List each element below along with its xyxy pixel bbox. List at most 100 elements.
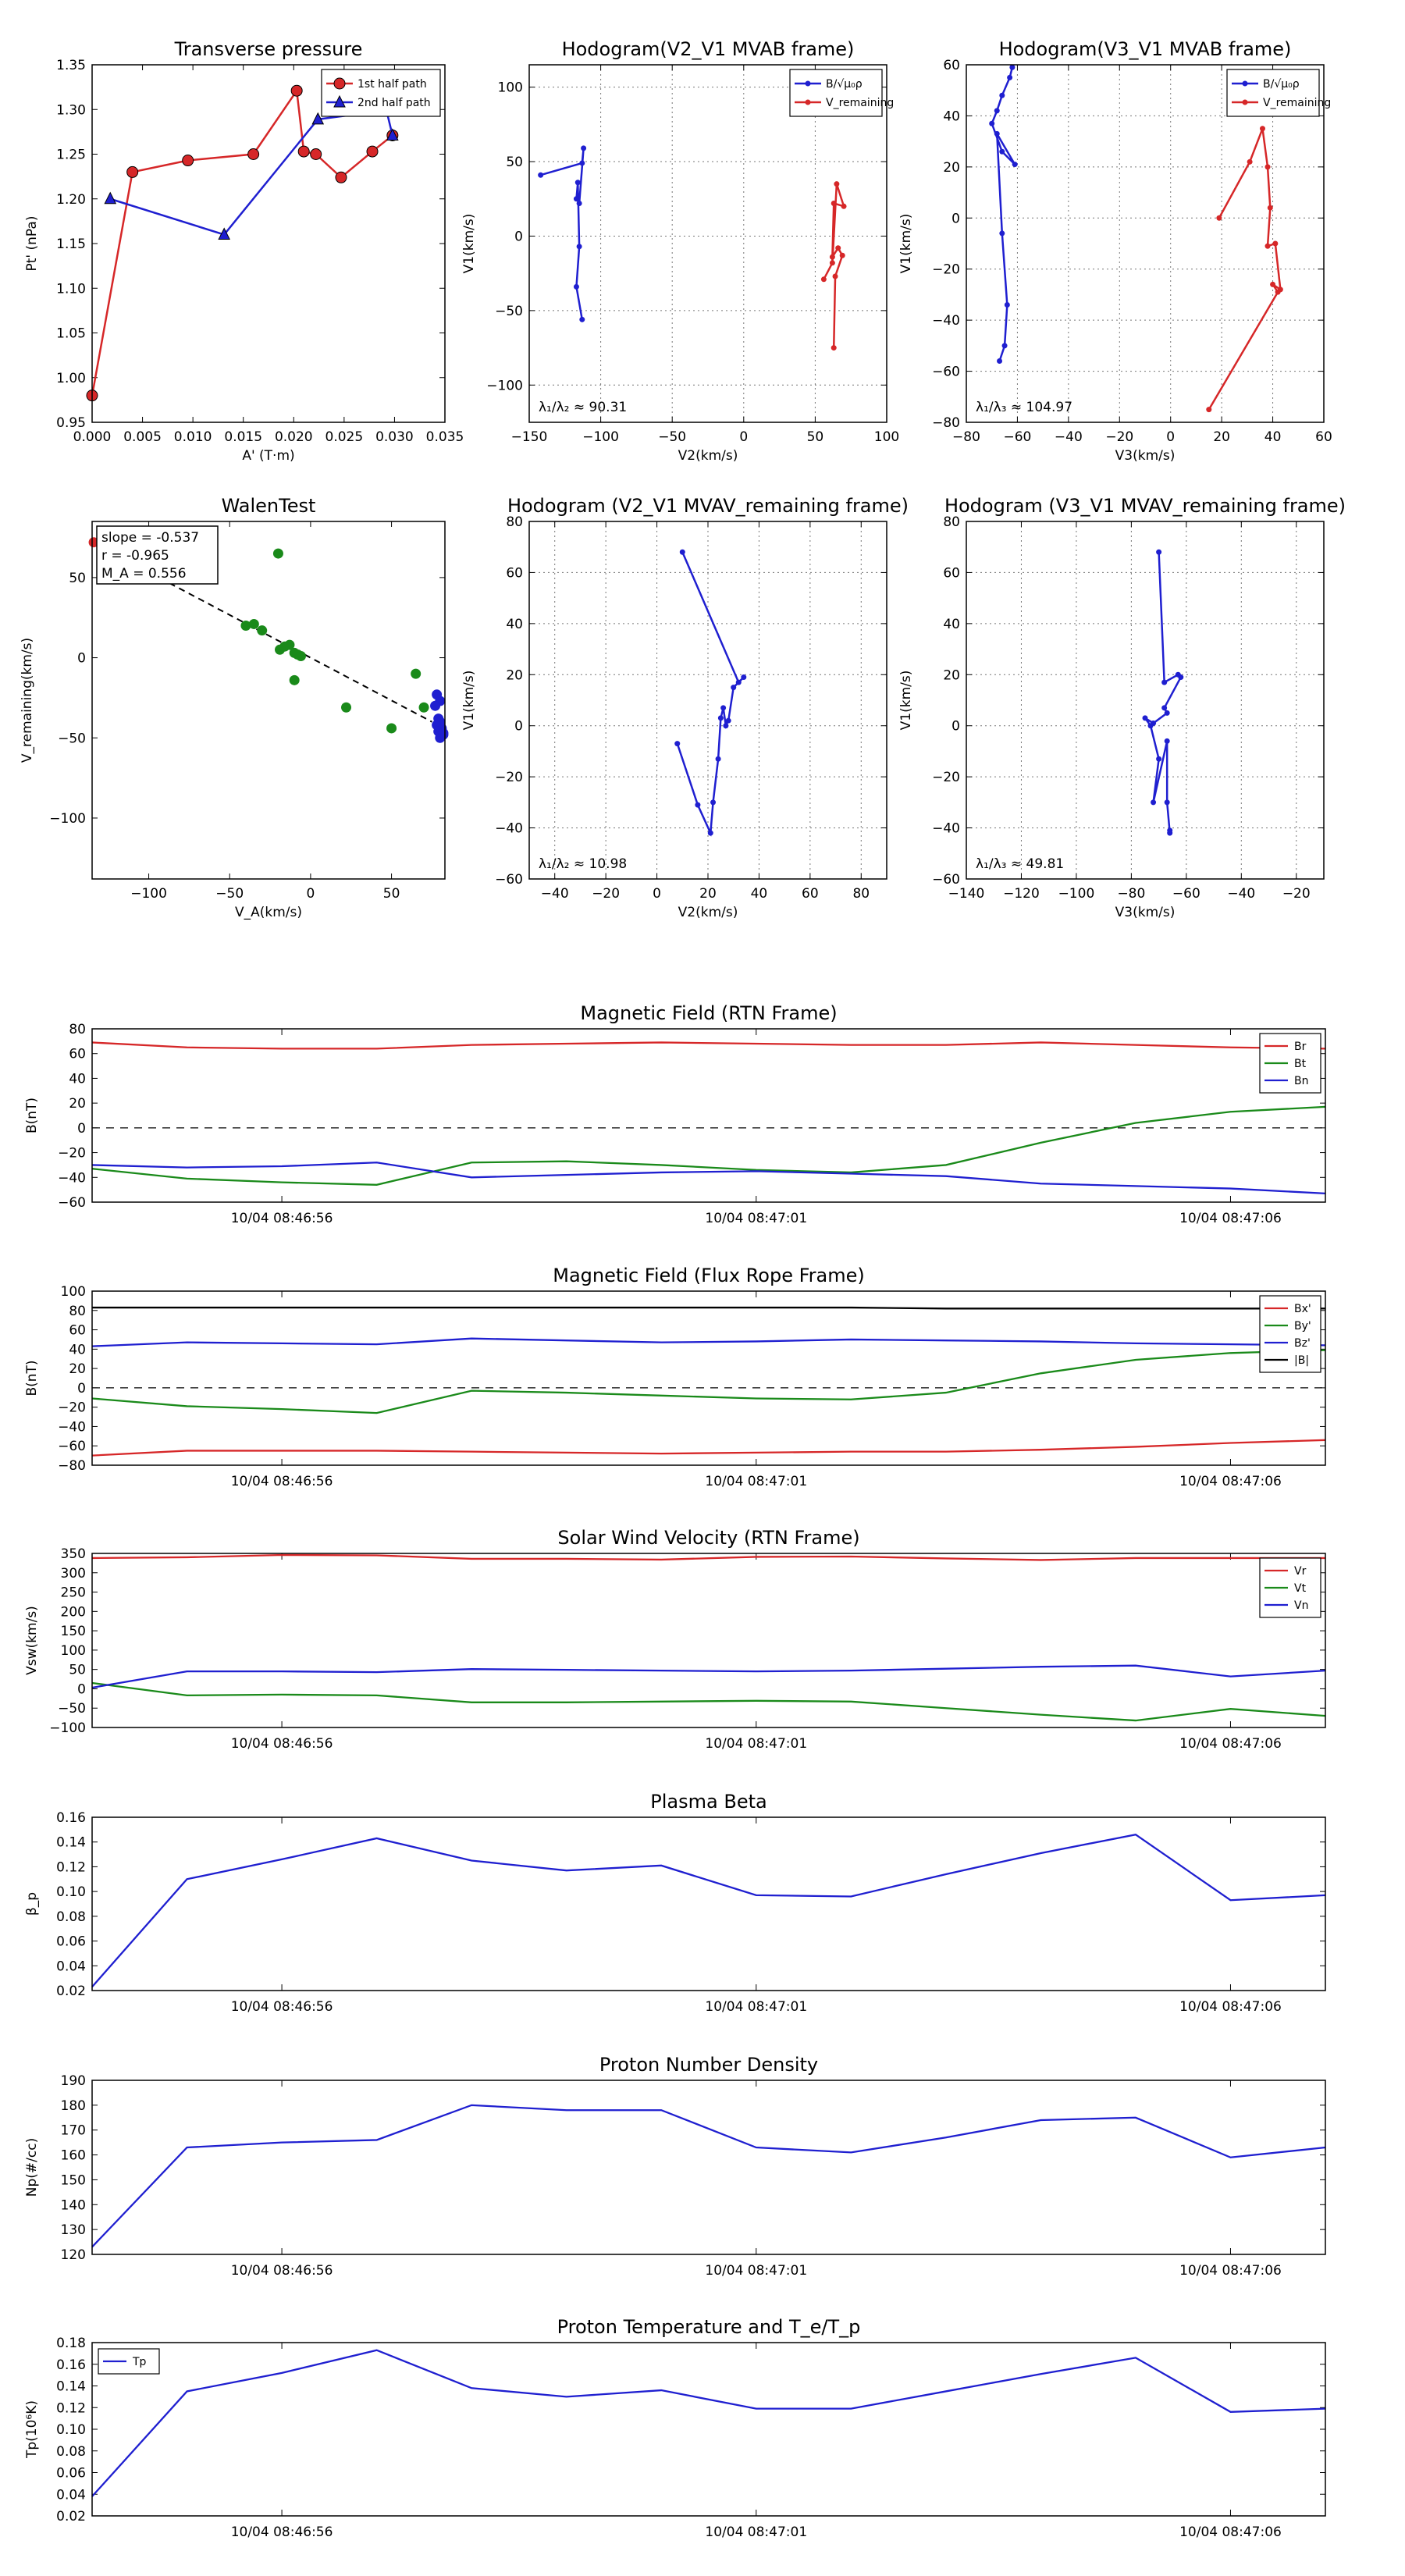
annotation-text: r = -0.965 <box>101 548 169 564</box>
y-tick-label: 1.00 <box>56 371 86 386</box>
x-tick-label: 0.030 <box>375 429 414 445</box>
plot-frame <box>966 64 1325 423</box>
x-tick-label: −50 <box>658 429 686 445</box>
chart-tp: Proton Temperature and T_e/T_p 0.02 0.04 0.… <box>24 2316 1326 2540</box>
data-point <box>1147 723 1154 729</box>
legend-label: 2nd half path <box>357 97 431 109</box>
legend-label: Br <box>1294 1041 1307 1053</box>
legend-marker <box>333 94 346 108</box>
plot-frame <box>91 521 446 880</box>
annotation-text: λ₁/λ₂ ≈ 10.98 <box>539 856 627 872</box>
y-tick-label: 50 <box>69 571 86 586</box>
annotation-text: λ₁/λ₂ ≈ 90.31 <box>539 400 627 415</box>
y-tick-label: 0.02 <box>56 2509 86 2524</box>
y-axis-label: B(nT) <box>24 1360 40 1396</box>
series <box>674 549 747 837</box>
chart-title: Proton Temperature and T_e/T_p <box>557 2316 861 2338</box>
legend-box <box>1226 69 1320 117</box>
chart-np: Proton Number Density 120 130 140 150 160 170 1… <box>24 2054 1326 2279</box>
y-tick-label: 0 <box>77 1681 86 1697</box>
series <box>86 84 399 402</box>
legend-box <box>321 69 441 117</box>
y-tick-label: −20 <box>58 1146 86 1162</box>
chart-title: Magnetic Field (Flux Rope Frame) <box>553 1265 864 1286</box>
y-tick-label: −20 <box>932 262 960 278</box>
y-tick-label: 0 <box>514 719 523 735</box>
data-point <box>741 674 747 681</box>
data-point <box>1206 407 1212 413</box>
data-point <box>411 668 422 679</box>
x-tick-label: 10/04 08:47:01 <box>705 1474 807 1489</box>
data-point <box>1259 126 1265 132</box>
y-axis-label: Vsw(km/s) <box>24 1606 40 1675</box>
data-point <box>1164 799 1170 806</box>
y-tick-label: −60 <box>495 872 523 888</box>
y-tick-label: 0 <box>951 719 960 735</box>
data-point <box>430 700 441 711</box>
legend: 1st half path 2nd half path <box>321 69 441 117</box>
data-point <box>735 679 742 685</box>
x-tick-label: 10/04 08:47:01 <box>705 1211 807 1226</box>
y-tick-label: 0.10 <box>56 2422 86 2438</box>
y-tick-label: 50 <box>69 1663 86 1678</box>
y-tick-label: 1.15 <box>56 237 86 252</box>
x-tick-label: 50 <box>383 886 400 902</box>
series <box>1142 549 1184 836</box>
data-point <box>720 705 727 711</box>
y-tick-label: 40 <box>506 617 523 632</box>
y-tick-label: −20 <box>495 770 523 785</box>
x-tick-label: −100 <box>1058 886 1095 902</box>
data-point <box>831 200 837 206</box>
y-tick-label: 40 <box>69 1342 86 1357</box>
x-tick-label: 10/04 08:47:06 <box>1179 1474 1282 1489</box>
y-tick-label: 0.06 <box>56 2466 86 2482</box>
y-tick-label: −40 <box>58 1419 86 1435</box>
data-point <box>290 84 303 97</box>
data-point <box>574 180 581 186</box>
series-line <box>91 2349 1326 2497</box>
legend-box <box>789 69 883 117</box>
series-line <box>109 109 394 236</box>
data-point <box>717 715 724 721</box>
data-point <box>1151 799 1157 806</box>
chart-title: Proton Number Density <box>599 2054 818 2076</box>
y-axis-label: V1(km/s) <box>461 671 477 731</box>
data-point <box>1161 705 1168 711</box>
x-axis-label: V3(km/s) <box>1115 448 1176 464</box>
chart-title: WalenTest <box>222 495 316 517</box>
x-tick-label: 10/04 08:46:56 <box>231 1999 333 2015</box>
y-tick-label: 0.95 <box>56 415 86 431</box>
x-tick-label: 10/04 08:47:01 <box>705 2263 807 2279</box>
x-tick-label: 10/04 08:46:56 <box>231 2263 333 2279</box>
y-tick-label: −20 <box>58 1400 86 1416</box>
data-point <box>1270 281 1276 287</box>
x-tick-label: 0.010 <box>174 429 212 445</box>
x-tick-label: 0.005 <box>123 429 162 445</box>
x-tick-label: 0 <box>306 886 315 902</box>
y-tick-label: 0.02 <box>56 1984 86 1999</box>
data-point <box>999 230 1005 237</box>
y-tick-label: 350 <box>61 1546 86 1562</box>
y-tick-label: 80 <box>943 514 960 530</box>
data-point <box>310 148 322 160</box>
x-tick-label: 20 <box>1213 429 1230 445</box>
y-axis-label: V1(km/s) <box>461 214 477 274</box>
data-point <box>1247 158 1253 165</box>
series-line <box>91 87 393 396</box>
legend-marker <box>333 77 346 90</box>
data-point <box>573 196 579 202</box>
y-tick-label: 0.04 <box>56 1959 86 1974</box>
data-point <box>240 620 251 631</box>
data-point <box>997 358 1003 364</box>
legend: B/√μ₀ρ V_remaining <box>789 69 894 117</box>
data-point <box>1164 738 1170 744</box>
data-point <box>1264 243 1271 249</box>
x-axis-label: V2(km/s) <box>678 905 738 920</box>
y-tick-label: 130 <box>61 2222 86 2238</box>
data-point <box>1167 827 1173 834</box>
y-axis-label: V1(km/s) <box>898 671 914 731</box>
x-tick-label: 60 <box>802 886 819 902</box>
y-tick-label: 20 <box>69 1096 86 1112</box>
data-point <box>731 685 737 691</box>
y-tick-label: 60 <box>943 565 960 581</box>
